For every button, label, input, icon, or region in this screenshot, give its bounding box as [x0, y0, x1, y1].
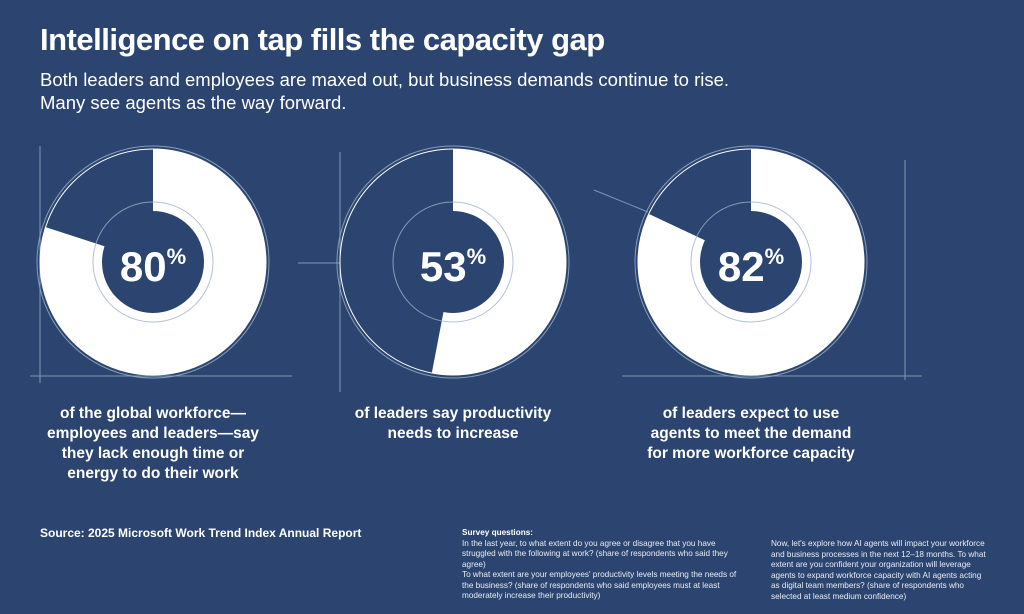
caption-productivity: of leaders say productivity needs to inc… — [313, 404, 593, 444]
donut-value-label: 82% — [718, 243, 784, 290]
caption-line: they lack enough time or — [61, 445, 245, 462]
percent-value: 53 — [420, 243, 467, 290]
caption-line: needs to increase — [387, 425, 519, 442]
percent-sign: % — [167, 244, 187, 269]
donut-outer-ring — [36, 145, 270, 379]
donut-chart-workforce: 80% — [36, 145, 270, 379]
donut-value-label: 53% — [420, 243, 486, 290]
caption-line: of leaders expect to use — [662, 405, 840, 422]
donut-center — [700, 211, 802, 313]
survey-question: To what extent are your employees' produ… — [462, 570, 737, 600]
source-note: Source: 2025 Microsoft Work Trend Index … — [40, 526, 362, 540]
caption-line: energy to do their work — [67, 465, 239, 482]
donut-chart-productivity: 53% — [336, 145, 570, 379]
donut-center — [102, 211, 204, 313]
percent-sign: % — [765, 244, 785, 269]
caption-line: for more workforce capacity — [647, 445, 855, 462]
donut-charts: 80% 53% 82% — [30, 145, 922, 392]
subtitle-line: Many see agents as the way forward. — [40, 92, 347, 113]
caption-line: agents to meet the demand — [650, 425, 852, 442]
donut-value-label: 80% — [120, 243, 186, 290]
survey-question: Now, let's explore how AI agents will im… — [771, 539, 986, 601]
donut-outer-ring — [336, 145, 570, 379]
caption-line: of the global workforce— — [59, 405, 246, 422]
percent-value: 80 — [120, 243, 167, 290]
donut-inner-ring — [392, 201, 514, 323]
donut-inner-ring — [690, 201, 812, 323]
survey-questions-continued: Now, let's explore how AI agents will im… — [771, 539, 986, 602]
caption-line: of leaders say productivity — [354, 405, 552, 422]
caption-agents: of leaders expect to use agents to meet … — [611, 404, 891, 464]
percent-value: 82 — [718, 243, 765, 290]
survey-questions: Survey questions: In the last year, to w… — [462, 528, 744, 602]
page-subtitle: Both leaders and employees are maxed out… — [40, 68, 980, 114]
donut-center — [402, 211, 504, 313]
subtitle-line: Both leaders and employees are maxed out… — [40, 69, 730, 90]
caption-workforce: of the global workforce— employees and l… — [13, 404, 293, 484]
survey-heading: Survey questions: — [462, 528, 533, 537]
percent-sign: % — [467, 244, 487, 269]
donut-inner-ring — [92, 201, 214, 323]
donut-chart-agents: 82% — [634, 145, 868, 379]
survey-question: In the last year, to what extent do you … — [462, 538, 728, 569]
caption-line: employees and leaders—say — [47, 425, 259, 442]
page-title: Intelligence on tap fills the capacity g… — [40, 22, 605, 57]
donut-outer-ring — [634, 145, 868, 379]
